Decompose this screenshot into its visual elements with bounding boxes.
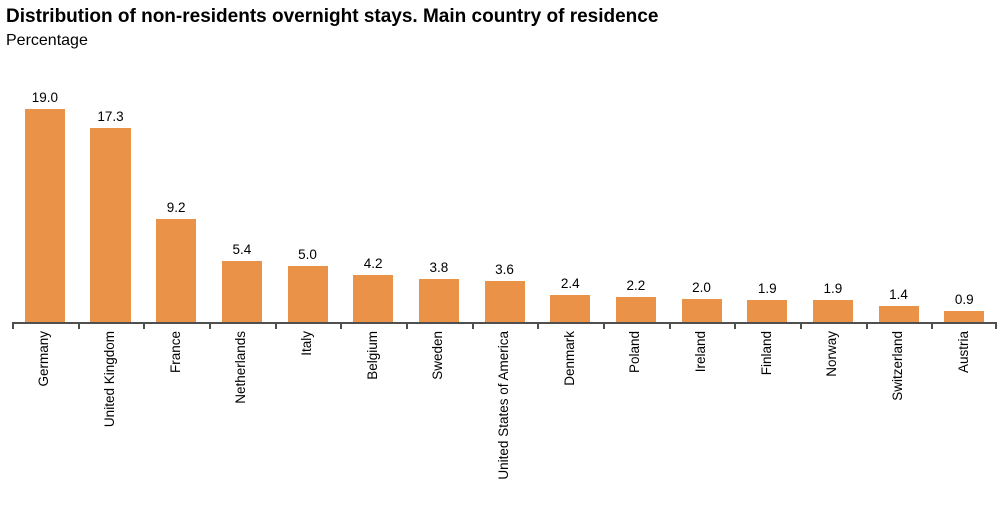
x-tick: Italy [274,323,341,506]
bar [221,261,262,322]
x-tick: Sweden [406,323,472,506]
x-tick-label: Switzerland [890,330,906,401]
x-tick: Norway [800,323,866,506]
x-tick-label: Finland [758,330,774,375]
bar-value-label: 5.0 [298,246,317,262]
bar-value-label: 1.9 [757,281,777,297]
x-tick: United States of America [471,323,538,506]
bar-value-label: 17.3 [97,108,124,124]
bar-value-label: 19.0 [31,89,58,105]
bar [484,281,525,322]
bar [418,279,459,322]
bar-value-label: 2.4 [560,275,580,291]
bar-value-label: 1.4 [889,286,908,302]
x-tick: Poland [603,323,669,506]
bar-value-label: 3.6 [495,262,514,278]
bar-value-label: 5.4 [232,242,252,258]
bar-group: 9.2 [143,200,209,322]
x-tick-label: Ireland [693,330,709,372]
bar-value-label: 2.2 [626,277,646,293]
bar [353,274,394,322]
bar-group: 4.2 [340,256,406,322]
bar-value-label: 0.9 [954,292,974,308]
bar-group: 5.0 [275,247,341,322]
bar-group: 3.8 [406,260,472,322]
bar-group: 1.9 [734,281,800,322]
x-tick-label: Italy [299,330,315,356]
bar-group: 2.4 [537,276,603,322]
x-tick: Germany [12,323,78,506]
bar [287,265,328,322]
x-tick: United Kingdom [77,323,144,506]
x-tick: Belgium [340,323,406,506]
bar-group: 19.0 [12,90,78,322]
bar [747,300,788,322]
bar-group: 1.4 [866,287,932,322]
bar [681,299,722,322]
x-tick: France [143,323,209,506]
x-tick: Denmark [537,323,603,506]
bar [156,218,197,322]
x-tick-label: Germany [36,330,52,387]
bar-group: 5.4 [209,242,275,322]
x-tick-label: France [167,330,183,373]
bar [24,108,65,322]
bar-group: 17.3 [78,109,144,322]
x-tick: Switzerland [865,323,932,506]
plot-area: 19.0 17.3 9.2 5.4 5.0 4.2 3.8 3.6 2.4 2.2 2.0 1.9 1.… [12,62,997,324]
chart-title: Distribution of non-residents overnight … [6,6,659,27]
x-axis-labels: Germany United Kingdom France Netherlands It… [12,323,997,506]
x-tick-label: Poland [627,330,643,373]
bar [550,294,591,322]
bar-value-label: 1.9 [823,281,843,297]
bar-group: 0.9 [931,292,997,322]
x-tick: Netherlands [209,323,275,506]
x-tick: Finland [734,323,800,506]
x-tick-label: United States of America [496,330,512,480]
bar-value-label: 3.8 [429,260,449,275]
x-tick-label: Sweden [430,330,446,380]
x-tick-label: Netherlands [233,330,249,404]
x-tick-label: Norway [824,330,840,377]
bar [90,127,131,322]
bar [615,296,656,322]
x-tick-label: Denmark [561,330,577,386]
bar-value-label: 2.0 [692,280,711,296]
bar [878,305,919,322]
bar-group: 3.6 [472,262,538,322]
bar-group: 2.2 [603,278,669,322]
bar-value-label: 9.2 [166,199,186,215]
x-tick: Austria [931,323,997,506]
bar-value-label: 4.2 [363,255,383,271]
chart-header: Distribution of non-residents overnight … [0,0,1000,52]
x-tick-label: United Kingdom [102,330,118,427]
bar [944,311,985,322]
x-tick-label: Austria [955,330,971,373]
x-tick: Ireland [668,323,735,506]
x-tick-label: Belgium [364,330,380,380]
chart-subtitle: Percentage [6,31,88,49]
bar-group: 2.0 [669,280,735,322]
bar [812,300,853,322]
bar-group: 1.9 [800,281,866,322]
